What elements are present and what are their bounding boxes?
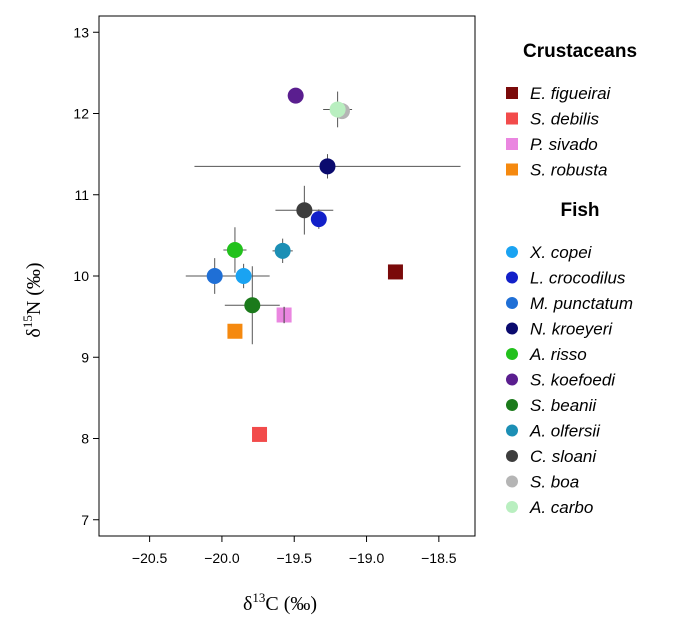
data-points: [206, 87, 403, 442]
legend: Crustaceans E. figueirai S. debilis P. siva…: [506, 41, 637, 517]
data-point-circle: [274, 242, 291, 259]
legend-marker-circle: [506, 271, 518, 284]
data-point-circle: [244, 297, 261, 314]
legend-marker-circle: [506, 399, 518, 411]
data-point-circle: [310, 211, 327, 228]
legend-label: S. beanii: [530, 396, 597, 415]
legend-title: Crustaceans: [523, 41, 637, 62]
legend-marker-square: [506, 87, 518, 99]
data-point-circle: [319, 158, 336, 175]
legend-label: E. figueirai: [530, 84, 612, 103]
legend-label: C. sloani: [530, 447, 597, 466]
legend-label: M. punctatum: [530, 294, 633, 313]
legend-marker-circle: [506, 450, 518, 462]
legend-marker-circle: [506, 424, 518, 437]
legend-label: S. robusta: [530, 161, 608, 180]
y-tick-label: 9: [81, 349, 89, 365]
y-axis-title: δ15N (‰): [20, 262, 45, 337]
data-point-square: [252, 426, 268, 442]
y-tick-label: 11: [74, 187, 89, 203]
x-tick-label: −19.5: [277, 550, 313, 566]
plot-frame: [98, 15, 476, 537]
x-tick-label: −20.0: [204, 550, 240, 566]
legend-marker-circle: [506, 297, 518, 309]
data-point-square: [227, 323, 243, 339]
y-tick-label: 10: [73, 268, 89, 284]
legend-title: Fish: [560, 200, 599, 221]
legend-marker-circle: [506, 501, 518, 513]
data-point-circle: [287, 87, 304, 104]
y-tick-label: 7: [81, 512, 89, 528]
legend-marker-circle: [506, 475, 518, 488]
x-tick-label: −18.5: [421, 550, 457, 566]
legend-marker-circle: [506, 246, 518, 258]
data-point-circle: [206, 268, 223, 284]
legend-label: S. koefoedi: [530, 371, 616, 390]
data-point-square: [387, 264, 403, 280]
x-axis-title: δ13C (‰): [243, 590, 317, 615]
x-tick-label: −19.0: [349, 550, 385, 566]
data-point-circle: [235, 268, 252, 284]
legend-label: P. sivado: [530, 135, 598, 154]
x-tick-label: −20.5: [132, 550, 168, 566]
legend-label: A. olfersii: [529, 422, 601, 441]
data-point-circle: [329, 101, 346, 118]
legend-label: L. crocodilus: [530, 269, 626, 288]
legend-label: S. debilis: [530, 110, 599, 129]
legend-label: A. risso: [529, 345, 587, 364]
y-tick-label: 12: [73, 106, 89, 122]
axis-ticks: −20.5 −20.0 −19.5 −19.0 −18.5 7 8 9 10 11 12 13: [73, 24, 456, 566]
legend-marker-square: [506, 163, 518, 176]
legend-label: N. kroeyeri: [530, 320, 613, 339]
legend-marker-circle: [506, 322, 518, 335]
data-point-circle: [226, 242, 243, 258]
y-tick-label: 8: [81, 431, 89, 447]
legend-marker-square: [506, 112, 518, 125]
legend-marker-square: [506, 138, 518, 150]
legend-marker-circle: [506, 373, 518, 386]
legend-label: X. copei: [529, 243, 593, 262]
legend-label: A. carbo: [529, 498, 593, 517]
y-tick-label: 13: [73, 24, 89, 40]
legend-label: S. boa: [530, 473, 579, 492]
legend-marker-circle: [506, 348, 518, 360]
data-point-circle: [296, 202, 313, 219]
